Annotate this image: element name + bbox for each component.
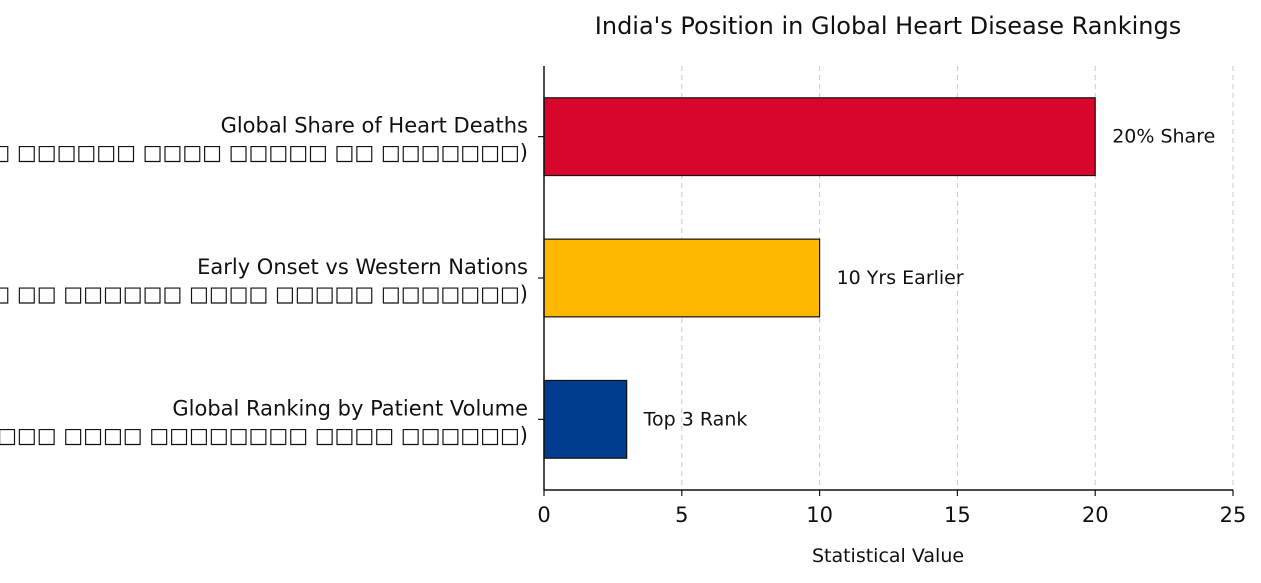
data-label: 20% Share [1112, 126, 1215, 148]
x-tick-label: 15 [944, 503, 971, 527]
chart-title: India's Position in Global Heart Disease… [595, 12, 1181, 40]
category-labels: Global Share of Heart Deaths (□□□□□□□□ □□… [0, 114, 544, 447]
bar [543, 379, 628, 459]
data-label: Top 3 Rank [643, 408, 748, 430]
category-label-translation: (□□□□□□□□ □□□□□□ □□ □□□□□□ □□□□ □□□□□ □□… [0, 282, 528, 306]
bars [543, 97, 1096, 459]
data-labels: 20% Share 10 Yrs Earlier Top 3 Rank [643, 126, 1216, 431]
bar [543, 238, 821, 318]
x-axis-label: Statistical Value [812, 545, 964, 567]
bar [543, 97, 1096, 177]
x-tick-label: 0 [537, 503, 550, 527]
x-tick-label: 10 [806, 503, 833, 527]
category-label-translation: (□□□□□□□ □□ □□□□□□□□ □□□□ □□□□□□□□ □□□□ … [0, 423, 528, 447]
x-tick-label: 25 [1220, 503, 1247, 527]
x-ticks: 0 5 10 15 20 25 [537, 490, 1246, 527]
category-label: Global Share of Heart Deaths [221, 114, 528, 138]
category-label: Global Ranking by Patient Volume [172, 396, 528, 420]
data-label: 10 Yrs Earlier [837, 267, 964, 289]
category-label: Early Onset vs Western Nations [197, 255, 528, 279]
category-label-translation: (□□□□□□□□ □□□□□□ □□□□ □□□□□ □□ □□□□□□□) [0, 141, 528, 165]
x-tick-label: 5 [675, 503, 688, 527]
x-tick-label: 20 [1082, 503, 1109, 527]
